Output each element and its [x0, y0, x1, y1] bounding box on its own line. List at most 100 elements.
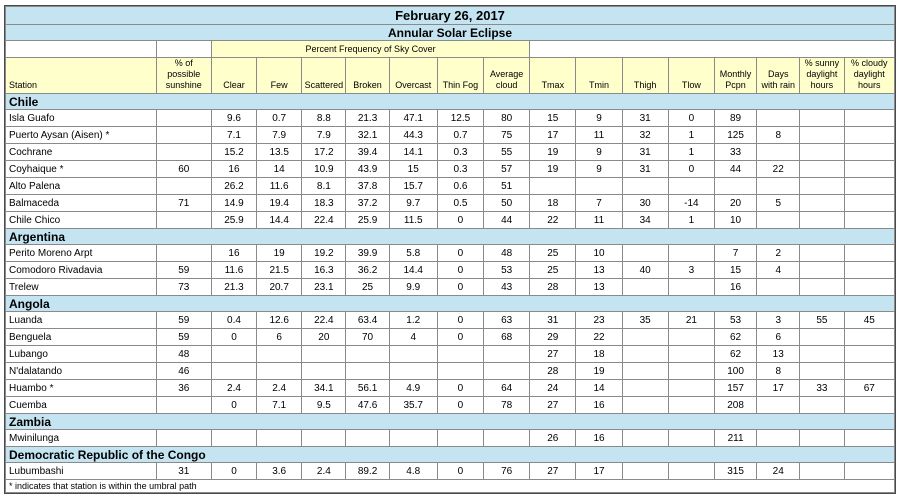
sky-cover-group-header: Percent Frequency of Sky Cover [210, 40, 531, 58]
cell-overcast: 11.5 [388, 211, 438, 229]
cell-sunny-daylight-hours [799, 261, 845, 279]
cell-days-with-rain: 8 [756, 126, 801, 144]
header-scattered: Scattered [301, 57, 347, 94]
cell-monthly-pcpn: 62 [713, 345, 758, 363]
cell-thin-fog: 0 [436, 261, 485, 279]
cell-cloudy-daylight-hours [843, 109, 896, 127]
cell-tmax: 18 [529, 194, 577, 212]
country-row: Argentina [5, 228, 895, 245]
cell-tlow [667, 396, 715, 414]
cell-average-cloud: 68 [483, 328, 531, 346]
table-row: Perito Moreno Arpt 16 19 19.2 39.9 5.8 0 48 25 10… [5, 244, 896, 262]
cell-tlow: 0 [667, 109, 715, 127]
cell-monthly-pcpn: 315 [713, 462, 758, 480]
cell-few: 6 [256, 328, 303, 346]
cell-days-with-rain: 2 [756, 244, 801, 262]
cell-overcast: 14.4 [388, 261, 438, 279]
cell-thigh [621, 345, 669, 363]
cell-overcast: 1.2 [388, 311, 438, 329]
cell-tlow: 21 [667, 311, 715, 329]
cell-sunshine: 36 [155, 379, 212, 397]
cell-days-with-rain [756, 177, 801, 195]
eclipse-climate-table: February 26, 2017 Annular Solar Eclipse … [5, 6, 896, 493]
cell-tlow: 1 [667, 126, 715, 144]
cell-days-with-rain: 17 [756, 379, 801, 397]
cell-tmax [529, 177, 577, 195]
cell-thigh [621, 328, 669, 346]
cell-tlow [667, 362, 715, 380]
table-row: Coyhaique * 60 16 14 10.9 43.9 15 0.3 57 19 9 31 0 44… [5, 160, 896, 178]
cell-thin-fog: 0.7 [436, 126, 485, 144]
cell-tmax: 25 [529, 261, 577, 279]
cell-tlow: 0 [667, 160, 715, 178]
table-row: Lubango 48 27 18 62 13 [5, 345, 896, 363]
cell-sunshine: 59 [155, 261, 212, 279]
cell-scattered: 17.2 [301, 143, 347, 161]
cell-cloudy-daylight-hours [843, 244, 896, 262]
header-average-cloud: Average cloud [483, 57, 531, 94]
cell-station: Balmaceda [5, 194, 157, 212]
cell-scattered [301, 345, 347, 363]
country-row: Zambia [5, 413, 895, 430]
header-thin-fog: Thin Fog [436, 57, 485, 94]
cell-monthly-pcpn: 211 [713, 429, 758, 447]
cell-thigh: 34 [621, 211, 669, 229]
cell-average-cloud: 80 [483, 109, 531, 127]
cell-tmin: 14 [575, 379, 623, 397]
table-row: Isla Guafo 9.6 0.7 8.8 21.3 47.1 12.5 80 15 9 31 0 8… [5, 109, 896, 127]
cell-overcast [388, 345, 438, 363]
table-row: Lubumbashi 31 0 3.6 2.4 89.2 4.8 0 76 27 17 315 24 [5, 462, 896, 480]
cell-clear [210, 345, 258, 363]
cell-tmax: 27 [529, 396, 577, 414]
cell-tlow [667, 278, 715, 296]
table-subtitle: Annular Solar Eclipse [5, 24, 895, 41]
cell-sunny-daylight-hours [799, 160, 845, 178]
table-row: Alto Palena 26.2 11.6 8.1 37.8 15.7 0.6 51 [5, 177, 896, 195]
group-header-blank [529, 40, 895, 58]
table-row: N'dalatando 46 28 19 100 8 [5, 362, 896, 380]
header-days-with-rain: Days with rain [756, 57, 801, 94]
cell-tlow [667, 345, 715, 363]
cell-thin-fog: 0.5 [436, 194, 485, 212]
cell-tmin: 18 [575, 345, 623, 363]
header-overcast: Overcast [388, 57, 438, 94]
cell-thigh [621, 177, 669, 195]
cell-sunny-daylight-hours: 55 [799, 311, 845, 329]
cell-scattered: 16.3 [301, 261, 347, 279]
cell-few: 7.1 [256, 396, 303, 414]
cell-average-cloud: 51 [483, 177, 531, 195]
cell-overcast: 9.7 [388, 194, 438, 212]
cell-broken: 89.2 [345, 462, 390, 480]
cell-thin-fog: 0 [436, 211, 485, 229]
cell-tmax: 17 [529, 126, 577, 144]
cell-sunshine: 31 [155, 462, 212, 480]
cell-clear: 16 [210, 244, 258, 262]
header-cloudy-daylight-hours: % cloudy daylight hours [843, 57, 896, 94]
cell-cloudy-daylight-hours [843, 362, 896, 380]
cell-thigh [621, 244, 669, 262]
cell-few: 14 [256, 160, 303, 178]
cell-monthly-pcpn: 10 [713, 211, 758, 229]
cell-tmin: 19 [575, 362, 623, 380]
cell-average-cloud: 57 [483, 160, 531, 178]
cell-station: Perito Moreno Arpt [5, 244, 157, 262]
cell-days-with-rain [756, 211, 801, 229]
cell-days-with-rain: 6 [756, 328, 801, 346]
cell-broken: 63.4 [345, 311, 390, 329]
cell-few: 11.6 [256, 177, 303, 195]
cell-tmin: 13 [575, 278, 623, 296]
cell-thin-fog [436, 362, 485, 380]
cell-thin-fog: 0 [436, 244, 485, 262]
cell-station: N'dalatando [5, 362, 157, 380]
cell-days-with-rain [756, 109, 801, 127]
cell-few: 19 [256, 244, 303, 262]
group-header-blank [5, 40, 157, 58]
cell-monthly-pcpn: 44 [713, 160, 758, 178]
cell-broken: 37.8 [345, 177, 390, 195]
cell-scattered: 8.8 [301, 109, 347, 127]
cell-few [256, 362, 303, 380]
cell-sunny-daylight-hours [799, 143, 845, 161]
table-row: Cochrane 15.2 13.5 17.2 39.4 14.1 0.3 55 19 9 31 1 3… [5, 143, 896, 161]
cell-cloudy-daylight-hours [843, 143, 896, 161]
cell-tmin: 16 [575, 429, 623, 447]
